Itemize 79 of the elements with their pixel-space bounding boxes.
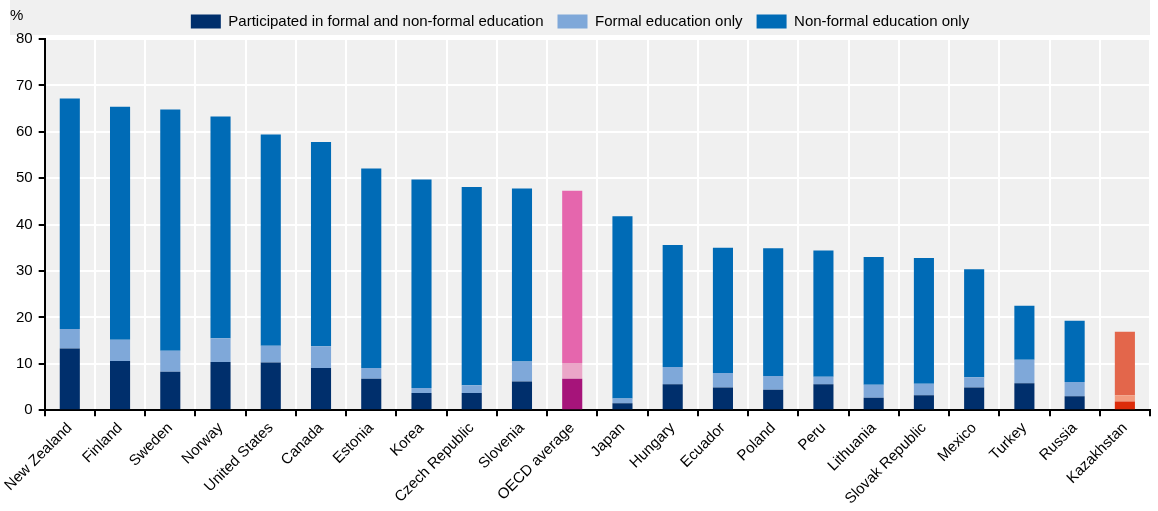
legend-label: Formal education only	[595, 11, 744, 29]
bar	[1064, 396, 1085, 410]
y-tick-label: 50	[16, 168, 33, 186]
bar	[1114, 395, 1135, 402]
bar	[511, 381, 533, 410]
y-tick-label: 80	[16, 29, 33, 47]
bar	[1014, 383, 1035, 410]
y-tick-label: 10	[16, 353, 33, 371]
bar	[361, 367, 382, 379]
bar	[813, 250, 834, 377]
bar	[1114, 331, 1135, 396]
bar	[59, 329, 80, 349]
bar	[461, 385, 482, 394]
y-tick-label: 0	[24, 400, 33, 418]
bar	[310, 367, 332, 410]
y-tick-label: 30	[16, 261, 33, 279]
bar	[210, 361, 231, 410]
bar	[461, 187, 482, 386]
bar	[210, 338, 231, 362]
bar	[712, 247, 733, 374]
bar	[913, 258, 934, 384]
bar	[662, 384, 683, 410]
bar	[612, 216, 633, 399]
bar	[813, 376, 834, 385]
bar	[411, 393, 432, 410]
bar	[662, 245, 683, 368]
bar	[964, 269, 985, 378]
bar	[863, 257, 884, 385]
legend-label: Participated in formal and non-formal education	[228, 11, 544, 29]
bar	[813, 384, 834, 410]
bar	[562, 190, 583, 363]
bar	[612, 398, 633, 404]
y-tick-label: 70	[16, 75, 33, 93]
bar	[210, 116, 231, 339]
bar	[461, 393, 482, 410]
bar	[763, 248, 784, 376]
bar	[361, 168, 382, 368]
bar	[562, 378, 583, 410]
bar	[511, 188, 533, 362]
y-tick-label: 60	[16, 121, 33, 139]
bar	[110, 339, 131, 362]
bar	[662, 367, 683, 385]
bar	[1064, 320, 1085, 382]
bar	[612, 403, 633, 410]
bar	[160, 350, 181, 372]
bar	[562, 362, 583, 379]
y-axis-title: %	[10, 5, 24, 23]
y-tick-label: 20	[16, 307, 33, 325]
bar	[260, 345, 281, 363]
bar	[160, 371, 181, 410]
bar	[1014, 305, 1035, 360]
bar	[310, 142, 332, 347]
bar	[511, 361, 533, 382]
y-tick-label: 40	[16, 214, 33, 232]
bar	[1014, 359, 1035, 384]
bar	[863, 384, 884, 398]
bar	[411, 387, 432, 394]
bar	[310, 346, 332, 368]
bar	[260, 134, 281, 346]
bar	[160, 109, 181, 351]
bar	[59, 98, 80, 330]
bar	[964, 387, 985, 410]
bar	[913, 395, 934, 410]
bar	[110, 361, 131, 410]
bar	[712, 387, 733, 410]
bar	[863, 397, 884, 410]
legend-label: Non-formal education only	[794, 11, 970, 29]
bar	[59, 348, 80, 410]
bar	[964, 377, 985, 388]
bar	[913, 383, 934, 396]
bar	[1114, 401, 1135, 410]
bar	[110, 106, 131, 340]
bar	[712, 373, 733, 388]
bar	[1064, 381, 1085, 397]
bar	[411, 179, 432, 388]
bar	[763, 389, 784, 410]
bar	[763, 375, 784, 390]
bar	[361, 378, 382, 410]
bar	[260, 362, 281, 410]
